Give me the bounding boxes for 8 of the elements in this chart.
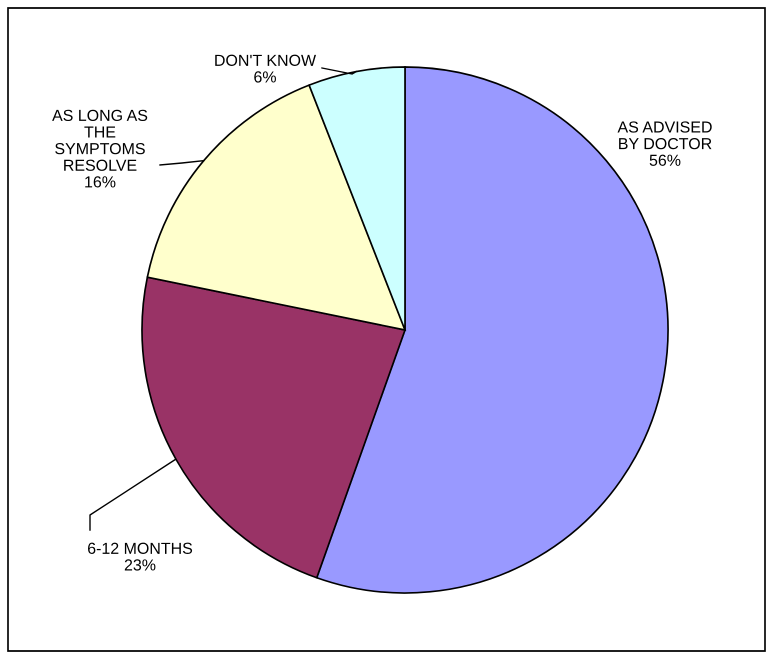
slice-label: AS LONG AS THE SYMPTOMS RESOLVE — [52, 110, 148, 171]
data-label: 6% — [254, 71, 276, 83]
data-label: 23% — [124, 559, 156, 571]
data-label: 16% — [85, 176, 116, 188]
slice-label: AS ADVISED BY DOCTOR — [618, 121, 712, 150]
slice-label: 6-12 MONTHS — [88, 542, 192, 554]
data-label: 56% — [650, 154, 680, 166]
slice-label: DON'T KNOW — [215, 54, 316, 66]
